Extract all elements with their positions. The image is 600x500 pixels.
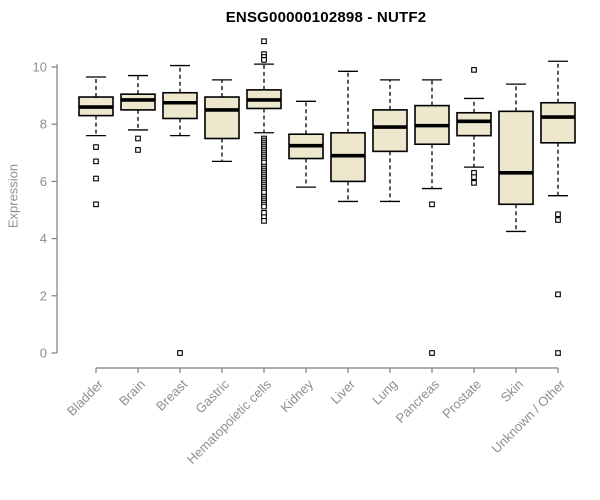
outlier-point bbox=[261, 56, 267, 63]
outlier-point bbox=[471, 67, 477, 73]
x-tick-label: Bladder bbox=[64, 376, 107, 419]
x-tick-label: Prostate bbox=[439, 377, 484, 422]
iqr-box bbox=[120, 93, 156, 111]
y-tick-label: 10 bbox=[33, 60, 47, 75]
outlier-point bbox=[135, 147, 141, 153]
x-tick-label: Lung bbox=[369, 377, 400, 408]
x-tick-label: Pancreas bbox=[393, 376, 443, 426]
outlier-point bbox=[261, 218, 267, 224]
iqr-box bbox=[372, 109, 408, 153]
outlier-point bbox=[429, 350, 435, 356]
outlier-point bbox=[471, 174, 477, 180]
outlier-point bbox=[261, 38, 267, 45]
outlier-point bbox=[471, 179, 477, 186]
outlier-point bbox=[93, 175, 99, 182]
box-group-prostate bbox=[456, 67, 492, 186]
y-tick-label: 4 bbox=[40, 231, 47, 246]
outlier-point bbox=[555, 211, 561, 218]
outlier-point bbox=[555, 217, 561, 223]
y-tick-label: 8 bbox=[40, 117, 47, 132]
box-group-bladder bbox=[78, 76, 114, 208]
iqr-box bbox=[162, 91, 198, 120]
box-group-lung bbox=[372, 79, 408, 203]
outlier-point bbox=[93, 158, 99, 165]
x-tick-label: Unknown / Other bbox=[489, 376, 569, 456]
y-tick-label: 0 bbox=[40, 346, 47, 361]
outlier-point bbox=[429, 201, 435, 208]
chart-title: ENSG00000102898 - NUTF2 bbox=[225, 9, 427, 26]
x-tick-label: Brain bbox=[116, 377, 148, 409]
outlier-point bbox=[135, 135, 141, 142]
iqr-box bbox=[540, 101, 576, 144]
box-group-unknown-other bbox=[540, 60, 576, 356]
x-tick-label: Skin bbox=[498, 377, 526, 405]
box-group-pancreas bbox=[414, 79, 450, 356]
box-group-skin bbox=[498, 83, 534, 233]
outlier-point bbox=[555, 291, 561, 298]
box-group-kidney bbox=[288, 100, 324, 188]
outlier-point bbox=[555, 350, 561, 356]
iqr-box bbox=[498, 110, 534, 206]
box-group-gastric bbox=[204, 79, 240, 163]
x-tick-label: Liver bbox=[328, 376, 359, 407]
outlier-point bbox=[177, 350, 183, 356]
box-group-liver bbox=[330, 70, 366, 203]
box-group-hematopoietic-cells bbox=[246, 38, 282, 224]
outlier-point bbox=[261, 203, 267, 210]
box-group-brain bbox=[120, 74, 156, 153]
iqr-box bbox=[456, 111, 492, 137]
x-tick-label: Breast bbox=[153, 376, 190, 413]
outlier-point bbox=[93, 201, 99, 208]
y-tick-label: 2 bbox=[40, 288, 47, 303]
box-group-breast bbox=[162, 64, 198, 356]
y-tick-label: 6 bbox=[40, 174, 47, 189]
iqr-box bbox=[204, 96, 240, 140]
x-tick-label: Gastric bbox=[192, 376, 232, 416]
x-tick-label: Kidney bbox=[277, 376, 316, 415]
outlier-point bbox=[93, 144, 99, 150]
